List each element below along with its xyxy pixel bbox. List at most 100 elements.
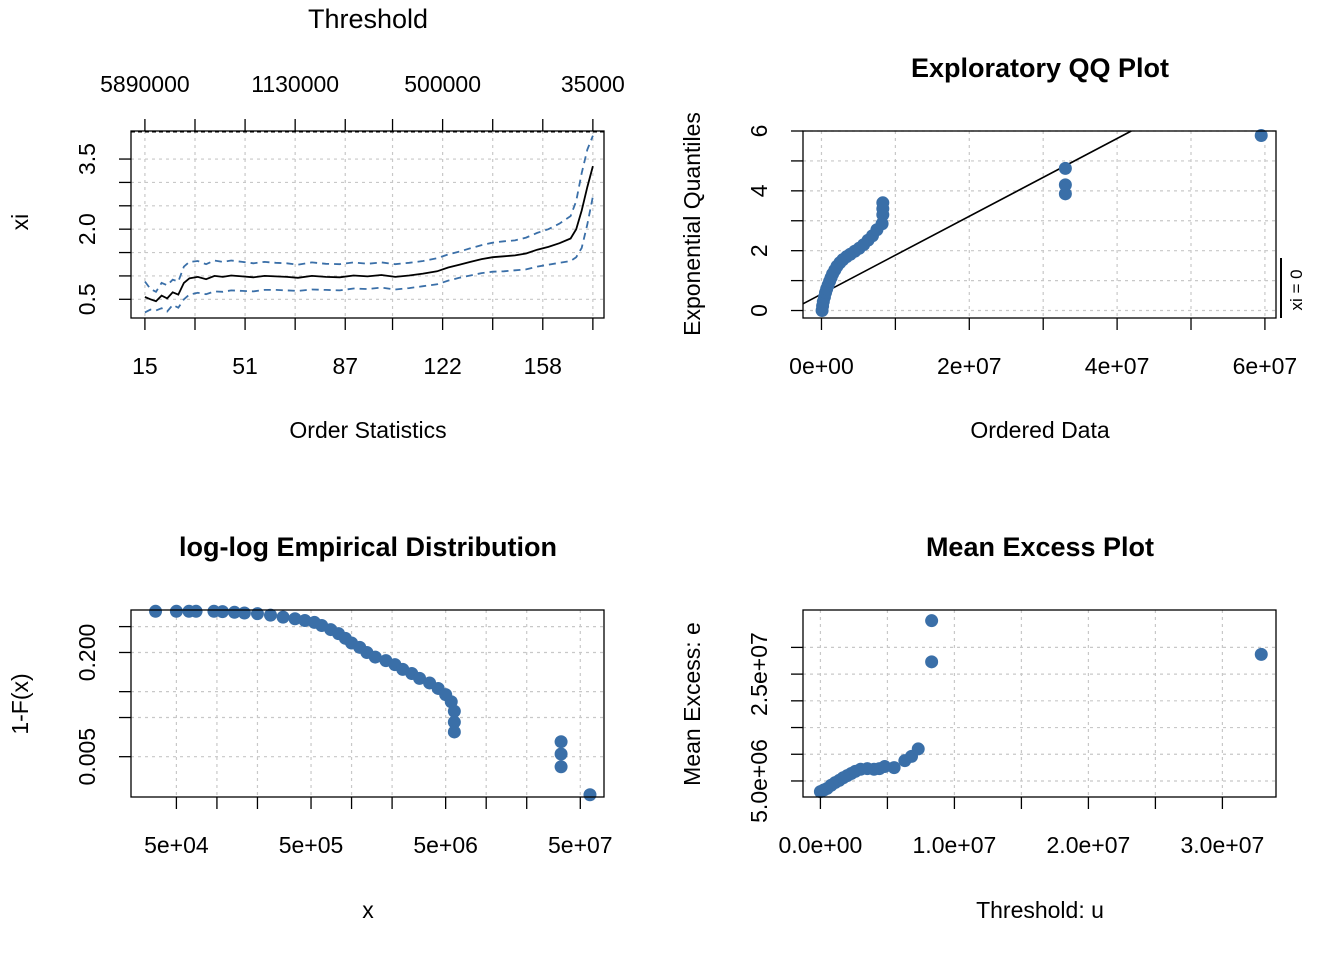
empirical-point: [189, 604, 203, 618]
y-tick-label: 0.5: [74, 283, 100, 315]
empirical-point: [447, 725, 461, 739]
empirical-point: [447, 715, 461, 729]
x-axis-label: x: [362, 897, 374, 923]
axes: 5e+04 5e+05 5e+06 5e+07 0.005 0.200: [74, 624, 613, 858]
y-tick-label: 6: [746, 125, 772, 138]
mean-excess-point: [1254, 647, 1268, 661]
x-tick-label: 158: [524, 353, 562, 379]
x-tick-label: 0.0e+00: [779, 832, 863, 858]
panel-qq-plot: 0e+00 2e+07 4e+07 6e+07 0 2 4 6 Exploratory QQ …: [679, 53, 1306, 443]
empirical-point: [264, 608, 278, 622]
empirical-point: [149, 604, 163, 618]
y-tick-label: 0.005: [74, 728, 100, 786]
chart-title: Exploratory QQ Plot: [911, 53, 1169, 83]
x-tick-label: 122: [423, 353, 461, 379]
mean-excess-point: [887, 761, 901, 775]
top-tick-label: 1130000: [251, 71, 339, 97]
x-axis-label: Threshold: u: [976, 897, 1104, 923]
x-tick-label: 5e+04: [144, 832, 209, 858]
empirical-point: [413, 671, 427, 685]
y-tick-label: 2.5e+07: [746, 632, 772, 716]
chart-title: Mean Excess Plot: [926, 532, 1154, 562]
empirical-point: [250, 607, 264, 621]
top-axis-title: Threshold: [308, 4, 428, 34]
x-axis-label: Order Statistics: [289, 417, 446, 443]
data-points: [813, 614, 1268, 799]
mean-excess-point: [925, 614, 939, 628]
y-axis-label: Exponential Quantiles: [679, 112, 705, 336]
x-tick-label: 2e+07: [937, 353, 1002, 379]
qq-point: [1058, 178, 1072, 192]
xi-estimate-path: [144, 165, 594, 303]
y-tick-label: 2.0: [74, 213, 100, 245]
mean-excess-point: [925, 655, 939, 669]
empirical-point: [169, 604, 183, 618]
data-points: [149, 604, 597, 802]
top-tick-label: 35000: [561, 71, 625, 97]
side-label: xi = 0: [1287, 269, 1306, 310]
empirical-point: [447, 704, 461, 718]
empirical-point: [227, 605, 241, 619]
x-tick-label: 87: [332, 353, 358, 379]
plot-frame: [130, 130, 605, 319]
axes: 0.0e+00 1.0e+07 2.0e+07 3.0e+07 5.0e+06 2.5e+…: [746, 632, 1264, 858]
panel-loglog-plot: 5e+04 5e+05 5e+06 5e+07 0.005 0.200 log-log E…: [7, 532, 613, 923]
upper-ci-path: [144, 135, 594, 293]
top-tick-label: 500000: [404, 71, 481, 97]
qq-point: [876, 196, 890, 210]
y-tick-label: 5.0e+06: [746, 739, 772, 823]
y-tick-label: 2: [746, 244, 772, 257]
empirical-point: [554, 760, 568, 774]
mean-excess-point: [911, 742, 925, 756]
x-tick-label: 4e+07: [1085, 353, 1150, 379]
x-tick-label: 5e+06: [413, 832, 478, 858]
empirical-point: [368, 650, 382, 664]
y-axis-label: Mean Excess: e: [679, 622, 705, 786]
lower-ci-path: [144, 196, 594, 314]
grid-lines: [131, 131, 604, 318]
qq-point: [1058, 161, 1072, 175]
grid-lines: [803, 610, 1276, 797]
x-tick-label: 5e+07: [548, 832, 613, 858]
x-tick-label: 51: [232, 353, 258, 379]
y-axis-label: xi: [7, 214, 33, 231]
empirical-point: [237, 606, 251, 620]
empirical-point: [583, 788, 597, 802]
mean-excess-point: [878, 760, 892, 774]
plot-frame: [802, 609, 1277, 798]
x-tick-label: 1.0e+07: [913, 832, 997, 858]
x-tick-label: 0e+00: [789, 353, 854, 379]
x-tick-label: 6e+07: [1233, 353, 1298, 379]
x-axis-label: Ordered Data: [970, 417, 1110, 443]
qq-point: [1254, 128, 1268, 142]
plot-frame: [802, 130, 1277, 319]
x-tick-label: 5e+05: [279, 832, 344, 858]
x-tick-label: 2.0e+07: [1047, 832, 1131, 858]
data-points: [815, 128, 1268, 318]
y-tick-label: 0.200: [74, 624, 100, 682]
y-tick-label: 4: [746, 184, 772, 197]
panel-mean-excess-plot: 0.0e+00 1.0e+07 2.0e+07 3.0e+07 5.0e+06 2.5e+…: [679, 532, 1277, 923]
empirical-point: [554, 735, 568, 749]
y-tick-label: 0: [746, 304, 772, 317]
panel-shape-plot: 15 51 87 122 158 0.5 2.0 3.5 5890000 1130000 50000…: [7, 4, 625, 443]
top-tick-label: 5890000: [100, 71, 190, 97]
confidence-bands: [144, 135, 594, 314]
grid-lines: [131, 610, 604, 797]
axes: 0e+00 2e+07 4e+07 6e+07 0 2 4 6: [746, 125, 1297, 379]
x-tick-label: 15: [132, 353, 158, 379]
empirical-point: [554, 747, 568, 761]
empirical-point: [288, 612, 302, 626]
axes: 15 51 87 122 158 0.5 2.0 3.5 5890000 1130000 50000…: [74, 71, 625, 379]
y-tick-label: 3.5: [74, 143, 100, 175]
qq-point: [1058, 187, 1072, 201]
xi-estimate-line: [144, 165, 594, 303]
reference-line: [802, 130, 1132, 305]
empirical-point: [216, 605, 230, 619]
y-axis-label: 1-F(x): [7, 673, 33, 734]
qq-reference-line: [802, 130, 1132, 305]
empirical-point: [276, 610, 290, 624]
plot-frame: [130, 609, 605, 798]
chart-title: log-log Empirical Distribution: [179, 532, 557, 562]
